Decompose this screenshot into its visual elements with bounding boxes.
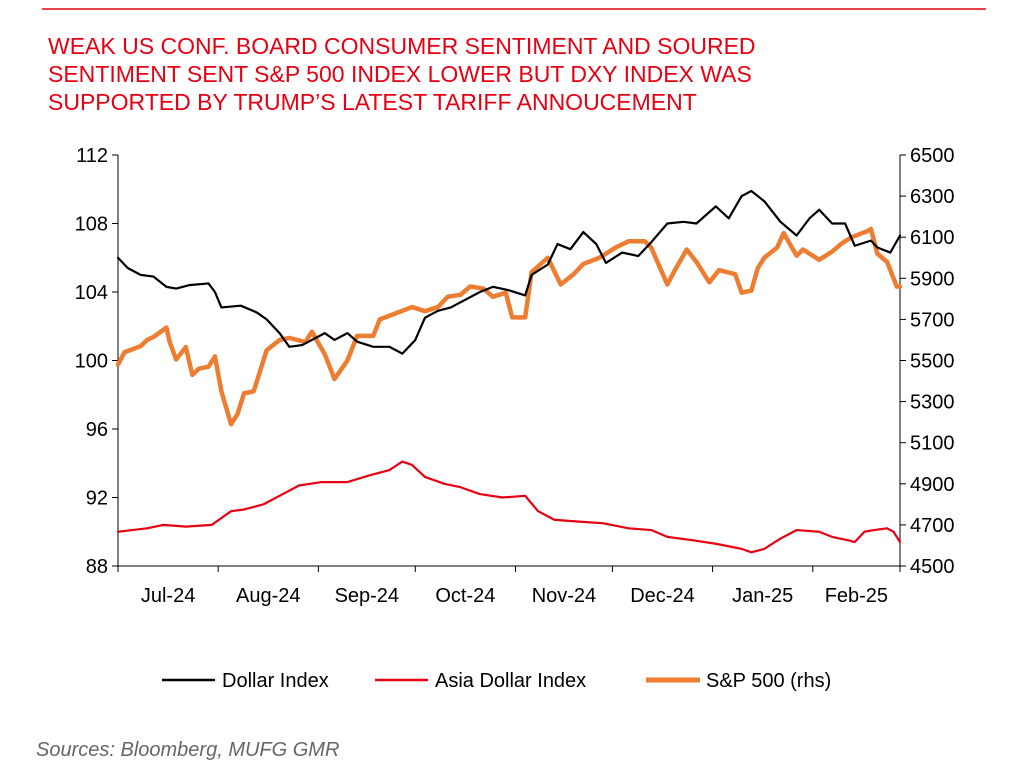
right-tick-label: 4700	[910, 515, 955, 537]
chart-title-line-1: WEAK US CONF. BOARD CONSUMER SENTIMENT A…	[48, 33, 756, 59]
series-line-s-p-500-rhs-	[115, 226, 903, 427]
right-tick-label: 4500	[910, 556, 955, 578]
left-tick-label: 104	[75, 282, 108, 304]
right-tick-label: 5300	[910, 392, 955, 414]
series-line-asia-dollar-index	[116, 460, 902, 554]
x-tick-label: Aug-24	[236, 585, 301, 607]
left-tick-label: 112	[76, 145, 108, 167]
right-tick-label: 6100	[910, 227, 955, 249]
x-tick-label: Sep-24	[335, 585, 400, 607]
left-tick-label: 108	[75, 214, 108, 236]
left-tick-label: 100	[75, 351, 108, 373]
chart-title-line-2: SENTIMENT SENT S&P 500 INDEX LOWER BUT D…	[48, 61, 752, 87]
x-tick-label: Nov-24	[532, 585, 596, 607]
left-tick-label: 96	[86, 419, 108, 441]
x-tick-label: Dec-24	[630, 585, 694, 607]
right-tick-label: 5500	[910, 351, 955, 373]
right-tick-label: 5700	[910, 309, 955, 331]
chart-title-line-3: SUPPORTED BY TRUMP’S LATEST TARIFF ANNOU…	[48, 89, 697, 115]
legend-label-sp500: S&P 500 (rhs)	[706, 670, 831, 692]
x-tick-label: Oct-24	[435, 585, 495, 607]
x-tick-label: Jan-25	[732, 585, 793, 607]
right-tick-label: 4900	[910, 474, 955, 496]
legend: Dollar Index Asia Dollar Index S&P 500 (…	[162, 670, 831, 692]
right-tick-label: 5100	[910, 433, 955, 455]
left-tick-label: 88	[86, 556, 108, 578]
series-line-dollar-index	[116, 189, 902, 355]
x-tick-label: Jul-24	[141, 585, 195, 607]
source-note: Sources: Bloomberg, MUFG GMR	[36, 739, 339, 761]
right-y-axis: 4500 4700 4900 5100 5300 5500 5700 5900 6100 6300…	[899, 145, 955, 578]
legend-label-dollar-index: Dollar Index	[222, 670, 329, 692]
left-y-axis: 88 92 96 100 104 108 112	[75, 145, 119, 578]
right-tick-label: 6300	[910, 186, 955, 208]
right-tick-label: 6500	[910, 145, 955, 167]
x-tick-label: Feb-25	[825, 585, 888, 607]
legend-label-asia-dollar-index: Asia Dollar Index	[435, 670, 586, 692]
series-layer	[115, 189, 903, 554]
left-tick-label: 92	[86, 488, 108, 510]
x-axis: Jul-24 Aug-24 Sep-24 Oct-24 Nov-24 Dec-24 Jan-…	[117, 565, 901, 607]
right-tick-label: 5900	[910, 268, 955, 290]
